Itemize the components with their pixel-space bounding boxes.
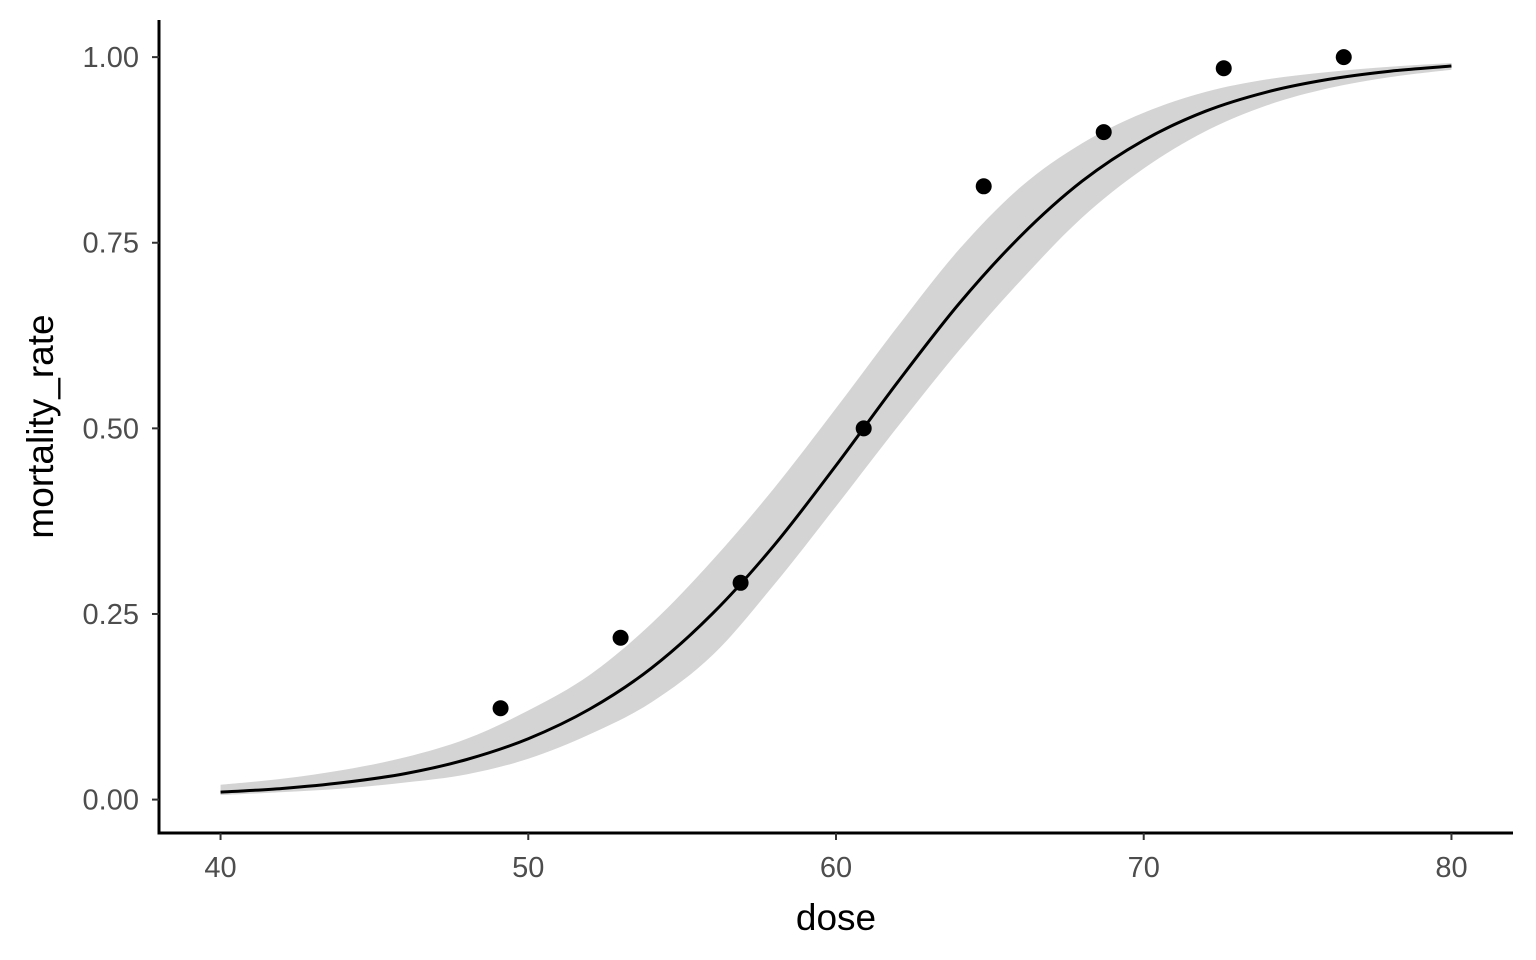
data-point — [855, 420, 872, 437]
confidence-band — [220, 63, 1452, 796]
data-point — [1095, 124, 1112, 141]
y-tick-label: 1.00 — [83, 42, 139, 74]
x-axis-title: dose — [796, 897, 876, 938]
x-tick-label: 50 — [512, 852, 544, 884]
x-tick-label: 80 — [1435, 852, 1467, 884]
x-tick-label: 60 — [820, 852, 852, 884]
data-points — [492, 49, 1352, 717]
y-tick-label: 0.00 — [83, 785, 139, 817]
data-point — [612, 629, 629, 646]
y-tick-label: 0.50 — [83, 413, 139, 445]
y-axis-title: mortality_rate — [20, 314, 61, 538]
y-tick-label: 0.75 — [83, 228, 139, 260]
x-axis-ticks: 40 50 60 70 80 — [204, 833, 1468, 884]
data-point — [975, 178, 992, 195]
plot-area — [220, 49, 1452, 796]
y-tick-label: 0.25 — [83, 599, 139, 631]
data-point — [732, 574, 749, 591]
data-point — [1335, 49, 1352, 66]
x-tick-label: 40 — [204, 852, 236, 884]
data-point — [1215, 60, 1232, 77]
y-axis-ticks: 0.00 0.25 0.50 0.75 1.00 — [83, 42, 159, 817]
x-tick-label: 70 — [1128, 852, 1160, 884]
data-point — [492, 700, 509, 717]
fit-line — [220, 64, 1452, 794]
